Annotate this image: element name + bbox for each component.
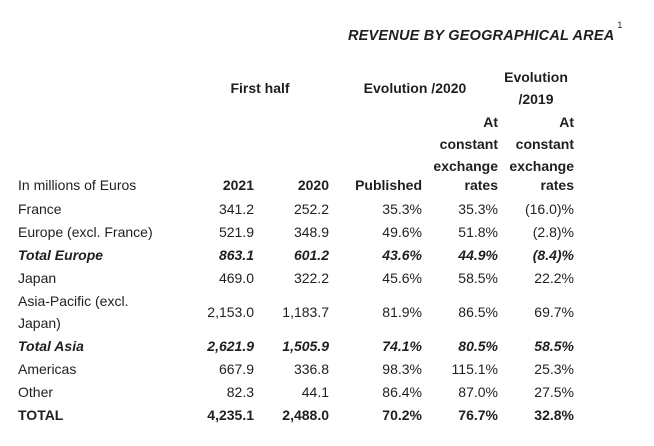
cell-published: 74.1% xyxy=(382,338,422,354)
cell-constant-2019: 22.2% xyxy=(534,270,574,286)
cell-constant-2019: (16.0)% xyxy=(524,201,574,217)
row-label: Europe (excl. France) xyxy=(18,224,153,240)
table-title: REVENUE BY GEOGRAPHICAL AREA1 xyxy=(348,20,623,44)
cell-2021: 341.2 xyxy=(218,201,254,217)
cell-constant-2019: (8.4)% xyxy=(532,247,574,263)
cell-constant-2020: 76.7% xyxy=(458,407,498,423)
row-label-line1: Asia-Pacific (excl. xyxy=(18,293,129,309)
footnote-marker: 1 xyxy=(617,20,623,30)
cell-published: 81.9% xyxy=(382,304,422,320)
cell-2020: 252.2 xyxy=(293,201,329,217)
column-constant-2020: rates xyxy=(464,177,498,193)
header-evolution-2020: Evolution /2020 xyxy=(363,80,467,96)
row-label-line2: Japan) xyxy=(18,315,61,331)
cell-2021: 469.0 xyxy=(218,270,254,286)
row-label: Japan xyxy=(18,270,57,286)
cell-2021: 863.1 xyxy=(218,247,254,263)
header-evolution-2019-line1: Evolution xyxy=(504,69,568,85)
cell-constant-2019: 58.5% xyxy=(534,338,574,354)
cell-constant-2020: 51.8% xyxy=(458,224,498,240)
cell-constant-2019: 25.3% xyxy=(534,361,574,377)
row-label: Total Europe xyxy=(18,247,104,263)
cell-constant-2020: 58.5% xyxy=(458,270,498,286)
cell-published: 43.6% xyxy=(382,247,422,263)
cell-constant-2019: (2.8)% xyxy=(532,224,574,240)
cell-2020: 1,183.7 xyxy=(282,304,329,320)
cell-2020: 1,505.9 xyxy=(282,338,329,354)
cell-2021: 82.3 xyxy=(226,384,254,400)
cell-constant-2020: 80.5% xyxy=(458,338,498,354)
row-label: Other xyxy=(18,384,54,400)
cell-2020: 601.2 xyxy=(293,247,329,263)
cell-constant-2020: 44.9% xyxy=(458,247,498,263)
cell-constant-2019: 32.8% xyxy=(534,407,574,423)
cell-published: 45.6% xyxy=(382,270,422,286)
column-published: Published xyxy=(355,177,422,193)
row-label: Americas xyxy=(18,361,77,377)
cell-2020: 322.2 xyxy=(293,270,329,286)
cell-constant-2020: 87.0% xyxy=(458,384,498,400)
column-constant-2019: rates xyxy=(540,177,574,193)
header-first-half: First half xyxy=(230,80,290,96)
cell-2021: 2,153.0 xyxy=(207,304,254,320)
cell-published: 70.2% xyxy=(382,407,422,423)
cell-2021: 667.9 xyxy=(218,361,254,377)
cell-2020: 348.9 xyxy=(293,224,329,240)
cell-2021: 4,235.1 xyxy=(207,407,254,423)
subheader-constant-2020: At constant exchange xyxy=(433,114,498,174)
cell-constant-2020: 35.3% xyxy=(458,201,498,217)
cell-constant-2019: 27.5% xyxy=(534,384,574,400)
cell-2020: 2,488.0 xyxy=(282,407,329,423)
cell-constant-2020: 86.5% xyxy=(458,304,498,320)
row-label: TOTAL xyxy=(18,407,64,423)
cell-2020: 336.8 xyxy=(293,361,329,377)
cell-2021: 2,621.9 xyxy=(207,338,254,354)
unit-label: In millions of Euros xyxy=(18,177,137,193)
cell-published: 35.3% xyxy=(382,201,422,217)
header-evolution-2019-line2: /2019 xyxy=(518,91,554,107)
column-2020: 2020 xyxy=(297,177,329,193)
cell-2020: 44.1 xyxy=(301,384,329,400)
cell-constant-2020: 115.1% xyxy=(451,361,498,377)
column-2021: 2021 xyxy=(222,177,254,193)
cell-published: 98.3% xyxy=(382,361,422,377)
cell-2021: 521.9 xyxy=(218,224,254,240)
subheader-constant-2019: At constant exchange xyxy=(509,114,574,174)
cell-published: 49.6% xyxy=(382,224,422,240)
cell-published: 86.4% xyxy=(382,384,422,400)
row-label: France xyxy=(18,201,62,217)
row-label: Total Asia xyxy=(18,338,84,354)
cell-constant-2019: 69.7% xyxy=(534,304,574,320)
